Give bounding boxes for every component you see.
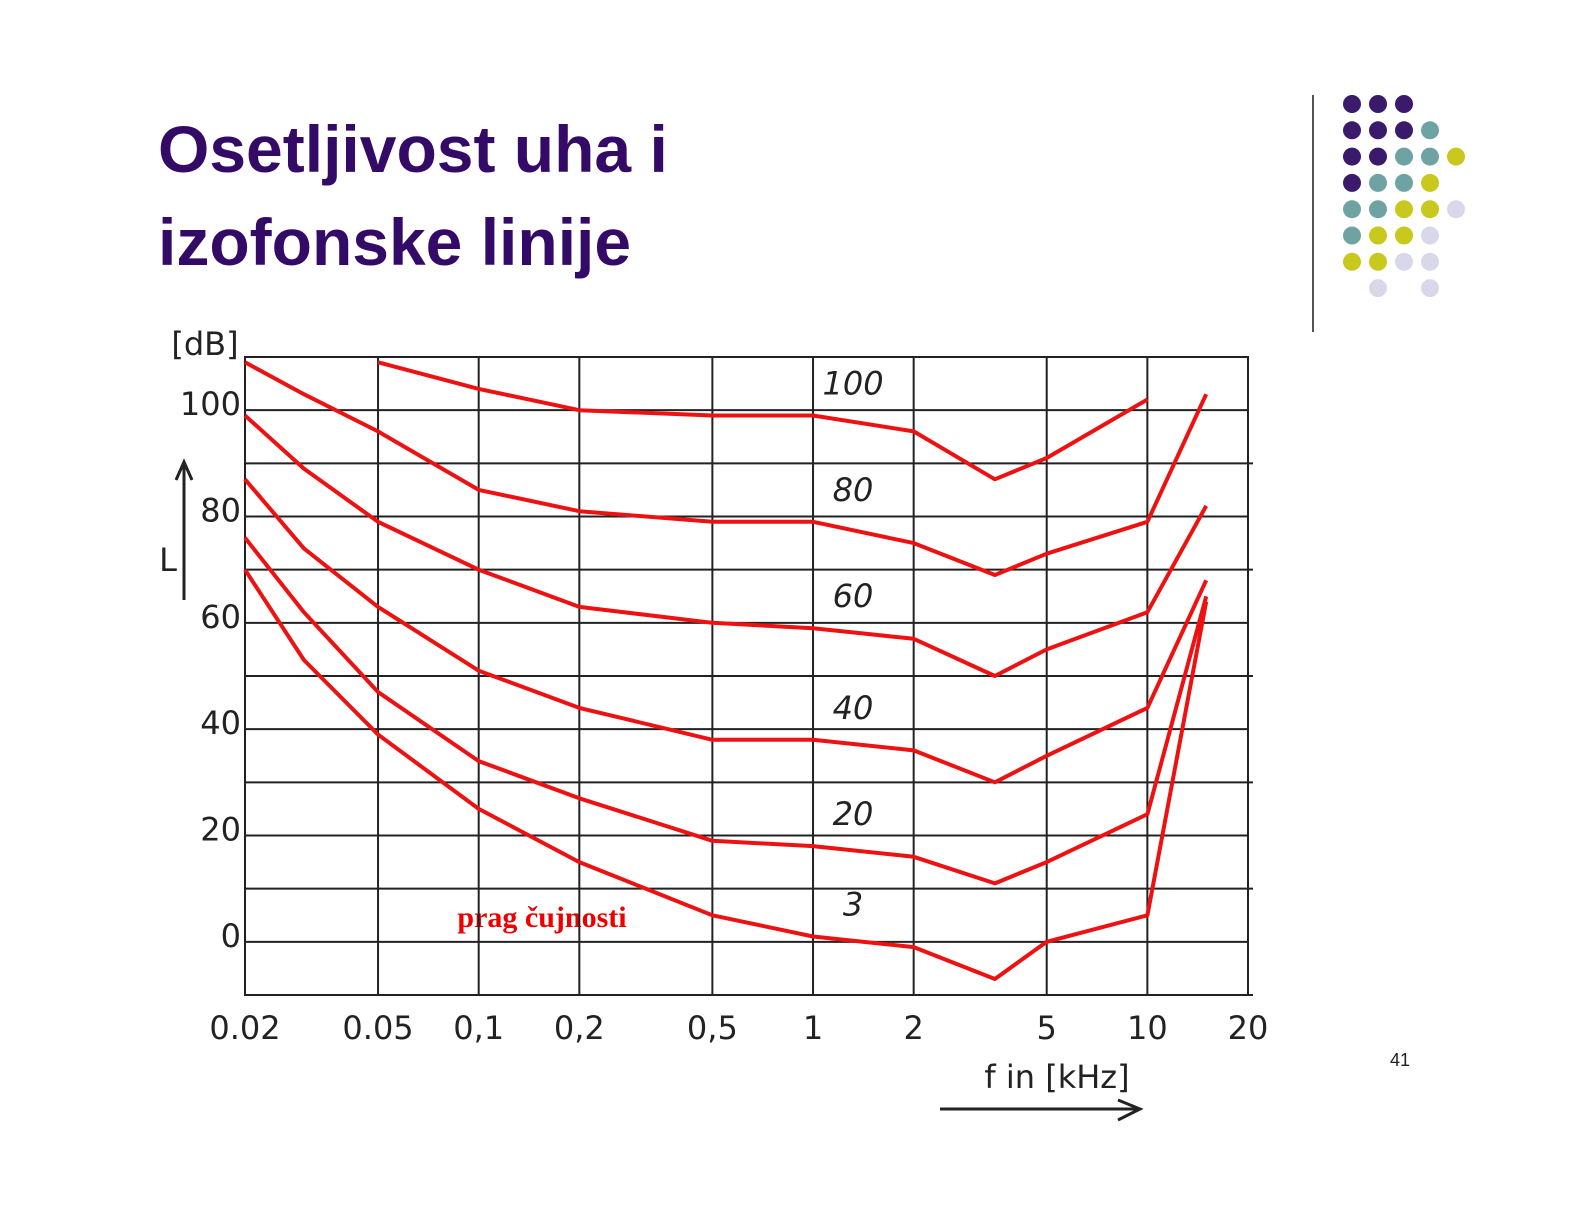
dot xyxy=(1369,95,1387,113)
y-tick-label: 0 xyxy=(221,917,241,955)
chart: [dB] L f in [kHz] prag čujnosti 0 20 40 60 8… xyxy=(159,325,1269,1122)
slide-title: Osetljivost uha i xyxy=(158,112,668,186)
curve xyxy=(243,414,1208,678)
dot xyxy=(1421,252,1439,271)
x-tick-label: 0,1 xyxy=(453,1009,504,1047)
dot xyxy=(1421,147,1439,166)
curve-label: 20 xyxy=(833,795,874,833)
dot xyxy=(1395,147,1413,166)
x-tick-label: 5 xyxy=(1037,1009,1057,1047)
dot xyxy=(1395,252,1413,271)
x-axis-label: f in [kHz] xyxy=(984,1058,1129,1096)
annotation: prag čujnosti xyxy=(457,901,626,934)
y-tick-label: 80 xyxy=(200,492,241,530)
y-tick-label: 100 xyxy=(180,385,241,423)
y-tick-label: 40 xyxy=(200,704,241,742)
dot xyxy=(1421,200,1439,219)
dot xyxy=(1343,200,1361,219)
dot xyxy=(1369,279,1387,298)
curve xyxy=(244,360,1209,577)
y-axis-symbol: L xyxy=(159,541,177,579)
x-arrow xyxy=(940,1098,1144,1122)
x-tick-label: 10 xyxy=(1127,1009,1168,1047)
dot xyxy=(1395,173,1413,192)
decoration xyxy=(1343,95,1465,298)
dot xyxy=(1395,200,1413,219)
y-tick-label: 60 xyxy=(200,598,241,636)
dot xyxy=(1447,200,1465,219)
y-tick-label: 20 xyxy=(200,811,241,849)
dot xyxy=(1343,173,1361,192)
x-tick-label: 0.02 xyxy=(209,1009,280,1047)
dot xyxy=(1369,147,1387,166)
curve xyxy=(243,478,1209,785)
curve-label: 3 xyxy=(843,886,863,924)
x-tick-label: 0.05 xyxy=(342,1009,413,1047)
dot xyxy=(1395,121,1413,140)
dot xyxy=(1343,252,1361,271)
dot xyxy=(1421,279,1439,298)
page-number: 41 xyxy=(1390,1050,1410,1070)
x-tick-label: 2 xyxy=(903,1009,923,1047)
dot xyxy=(1369,173,1387,192)
curve xyxy=(243,536,1209,886)
y-arrow xyxy=(174,458,194,600)
dot xyxy=(1395,226,1413,245)
curve-label: 40 xyxy=(833,689,874,727)
dot xyxy=(1343,226,1361,245)
dot xyxy=(1369,226,1387,245)
dot xyxy=(1369,200,1387,219)
curve-label: 100 xyxy=(822,364,883,402)
dot xyxy=(1421,173,1439,192)
y-axis-label: [dB] xyxy=(171,325,238,363)
dot xyxy=(1421,121,1439,140)
slide-title: izofonske linije xyxy=(158,205,631,279)
x-tick-label: 0,2 xyxy=(554,1009,605,1047)
dot xyxy=(1369,252,1387,271)
dot xyxy=(1343,95,1361,113)
curve xyxy=(377,360,1149,482)
dot xyxy=(1421,226,1439,245)
dot xyxy=(1343,147,1361,166)
dot xyxy=(1395,95,1413,113)
x-tick-label: 1 xyxy=(803,1009,823,1047)
curve xyxy=(243,568,1209,981)
curve-label: 80 xyxy=(833,471,874,509)
curve-label: 60 xyxy=(833,577,874,615)
x-tick-label: 20 xyxy=(1228,1009,1269,1047)
dot xyxy=(1447,147,1465,166)
dot xyxy=(1343,121,1361,140)
dot xyxy=(1369,121,1387,140)
x-tick-label: 0,5 xyxy=(687,1009,738,1047)
